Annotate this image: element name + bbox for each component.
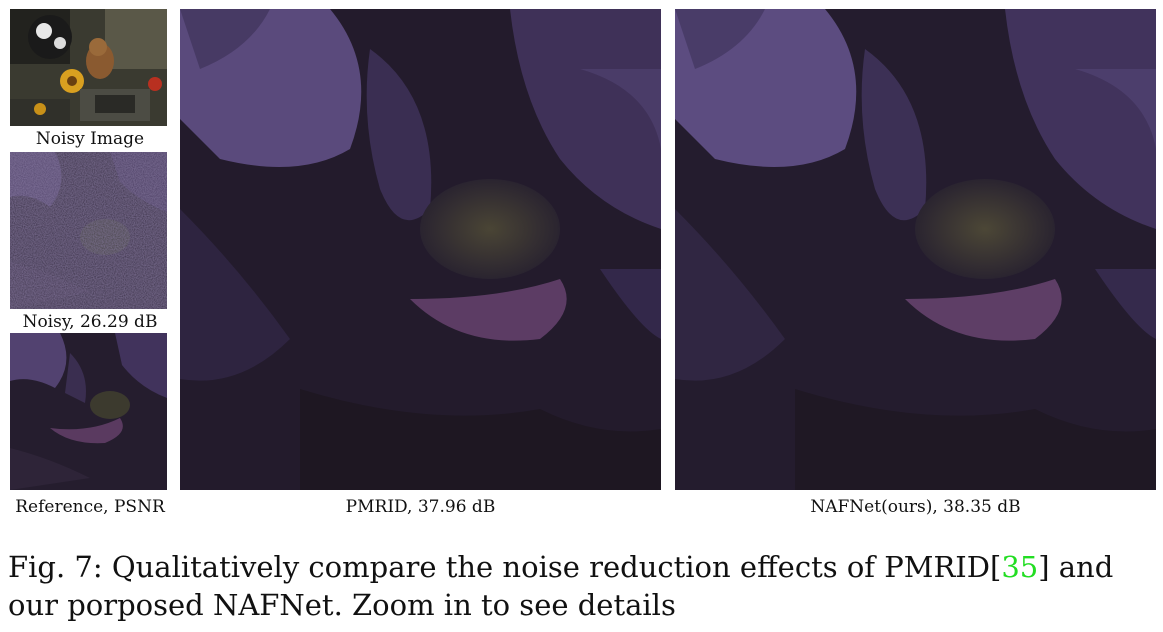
figure-caption-text-start: Qualitatively compare the noise reductio… [102,550,1002,584]
noisy-crop-image [10,152,167,309]
citation-link[interactable]: 35 [1001,550,1039,584]
pmrid-caption: PMRID, 37.96 dB [345,497,496,517]
reference-crop-image [10,333,167,490]
noisy-image-caption: Noisy Image [35,129,145,149]
reference-caption: Reference, PSNR [15,497,165,517]
figure-label: Fig. 7: [8,550,103,584]
noisy-image-thumbnail [10,9,167,126]
figure-caption-text-end: ] and our porposed NAFNet. Zoom in to se… [8,550,1114,622]
nafnet-caption: NAFNet(ours), 38.35 dB [810,497,1021,517]
figure-caption: Fig. 7: Qualitatively compare the noise … [8,548,1158,624]
noisy-crop-caption: Noisy, 26.29 dB [22,312,158,332]
nafnet-result-image [675,9,1156,490]
pmrid-result-image [180,9,661,490]
